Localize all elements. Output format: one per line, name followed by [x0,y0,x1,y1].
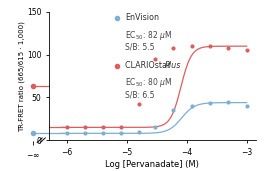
Point [83,132,87,135]
Point [119,125,123,128]
Point [65,126,69,129]
Text: EC$_{50}$: 80 $\mu$M: EC$_{50}$: 80 $\mu$M [125,76,172,89]
Y-axis label: TR-FRET ratio (665/615 · 1,000): TR-FRET ratio (665/615 · 1,000) [19,21,26,131]
Point [225,47,230,49]
Point [245,49,249,52]
Point [225,100,230,103]
Point [101,126,105,129]
Text: EC$_{50}$: 82 $\mu$M: EC$_{50}$: 82 $\mu$M [125,29,172,42]
Point [189,105,194,107]
Point [83,126,87,129]
Point [207,45,212,48]
Point [245,105,249,107]
Point [189,45,194,48]
Text: S/B: 5.5: S/B: 5.5 [125,43,155,52]
Point [137,103,141,106]
Text: Plus: Plus [165,61,181,70]
Point [153,58,157,60]
Point [153,126,157,129]
Point [171,109,176,112]
X-axis label: Log [Pervanadate] (M): Log [Pervanadate] (M) [105,160,199,169]
Point [119,131,123,134]
Text: $-\infty$: $-\infty$ [26,151,41,160]
Text: S/B: 6.5: S/B: 6.5 [125,90,155,99]
Point [101,132,105,135]
Point [65,132,69,135]
Text: EnVision: EnVision [125,13,159,22]
Point [171,47,176,49]
Point [137,130,141,133]
Point [207,102,212,105]
Text: CLARIOstar: CLARIOstar [125,61,173,70]
